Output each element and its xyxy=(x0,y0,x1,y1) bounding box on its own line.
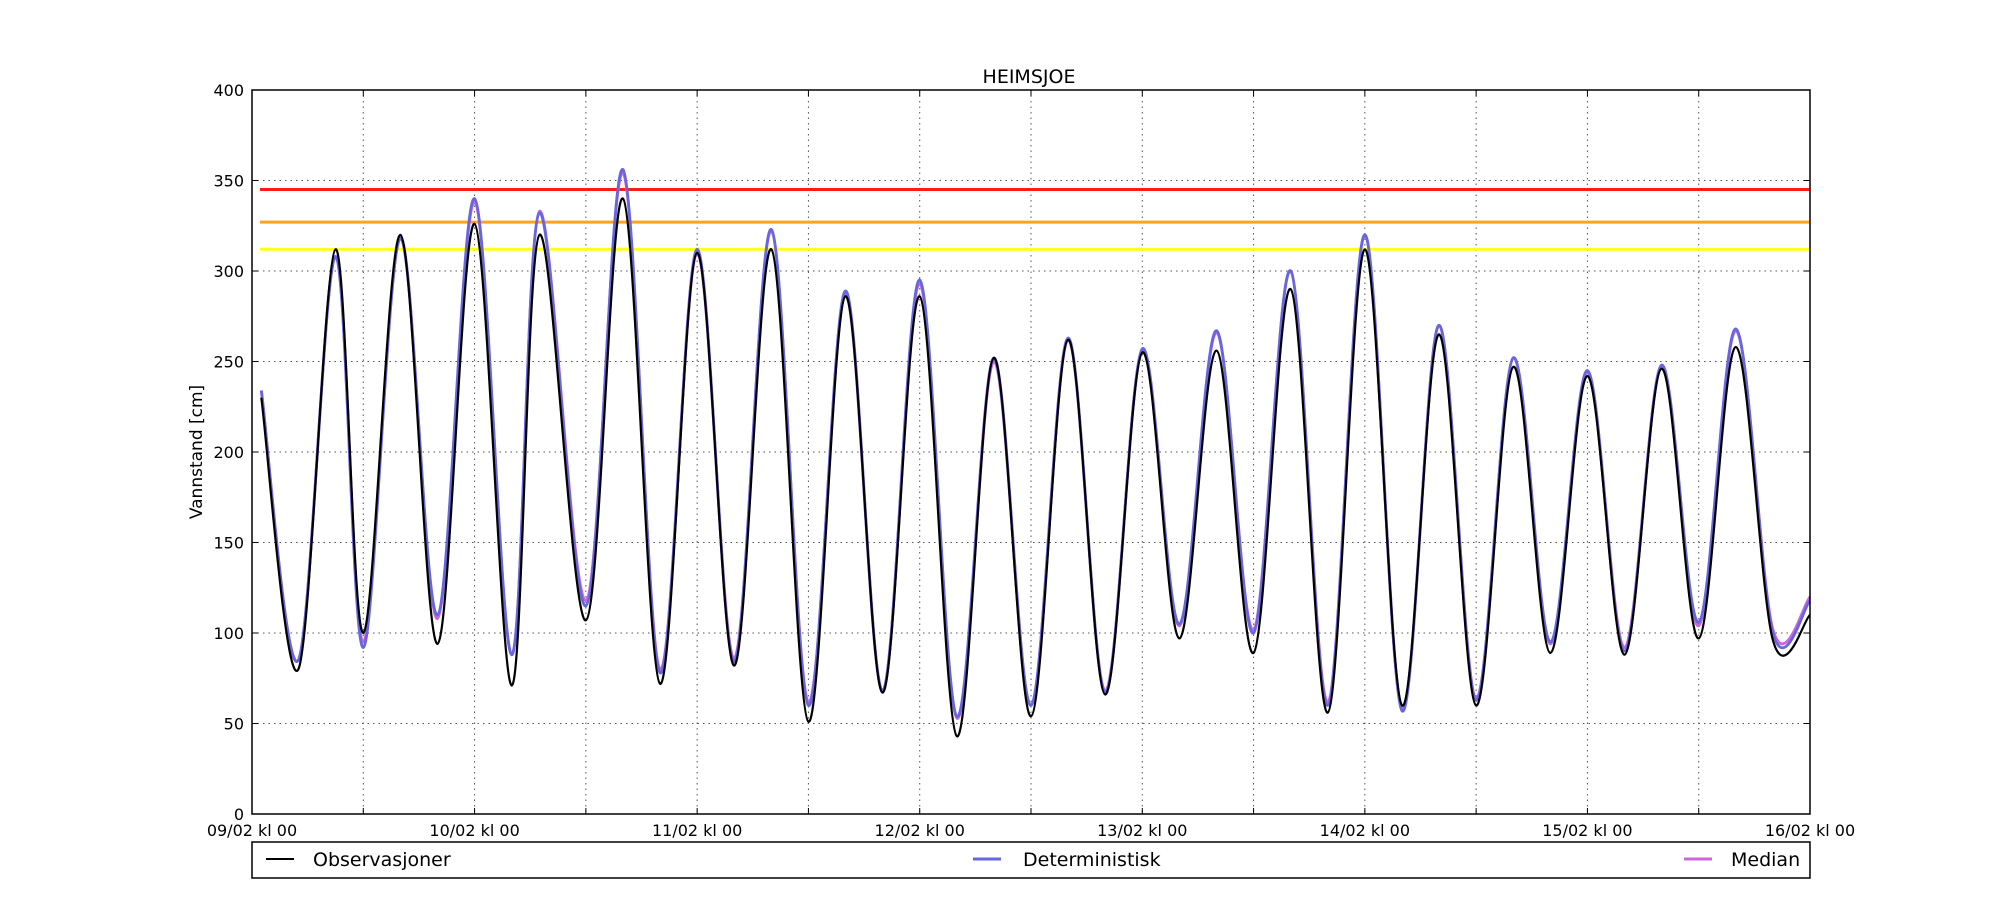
y-axis-label: Vannstand [cm] xyxy=(187,385,207,519)
y-tick-label: 300 xyxy=(213,262,244,281)
axis-ticks: 0 50 100 150 200 250 300 350 400 09/02 kl 00 10/02… xyxy=(207,81,1855,840)
legend-label-deterministisk: Deterministisk xyxy=(1023,849,1161,871)
x-tick-label: 16/02 kl 00 xyxy=(1765,821,1855,840)
x-tick-label: 09/02 kl 00 xyxy=(207,821,297,840)
y-tick-label: 250 xyxy=(213,353,244,372)
grid xyxy=(252,90,1810,814)
x-tick-label: 13/02 kl 00 xyxy=(1097,821,1187,840)
chart-title: HEIMSJOE xyxy=(983,66,1076,88)
legend-item-observasjoner: Observasjoner xyxy=(266,849,451,871)
x-tick-label: 15/02 kl 00 xyxy=(1542,821,1632,840)
y-tick-label: 50 xyxy=(224,715,244,734)
y-tick-label: 400 xyxy=(213,81,244,100)
legend-box xyxy=(251,841,1811,879)
legend: Observasjoner Deterministisk Median xyxy=(251,841,1811,879)
x-tick-label: 14/02 kl 00 xyxy=(1320,821,1410,840)
legend-label-median: Median xyxy=(1731,849,1800,871)
legend-label-observasjoner: Observasjoner xyxy=(313,849,451,871)
x-tick-label: 10/02 kl 00 xyxy=(429,821,519,840)
series-lines xyxy=(259,168,1812,738)
threshold-lines xyxy=(260,188,1810,251)
y-tick-label: 150 xyxy=(213,534,244,553)
x-tick-label: 11/02 kl 00 xyxy=(652,821,742,840)
series-line-observasjoner xyxy=(260,197,1811,738)
y-tick-label: 100 xyxy=(213,624,244,643)
legend-item-deterministisk: Deterministisk xyxy=(973,849,1161,871)
y-tick-label: 200 xyxy=(213,443,244,462)
legend-item-median: Median xyxy=(1684,849,1800,871)
y-tick-label: 350 xyxy=(213,172,244,191)
x-tick-label: 12/02 kl 00 xyxy=(875,821,965,840)
y-tick-label: 0 xyxy=(234,805,244,824)
